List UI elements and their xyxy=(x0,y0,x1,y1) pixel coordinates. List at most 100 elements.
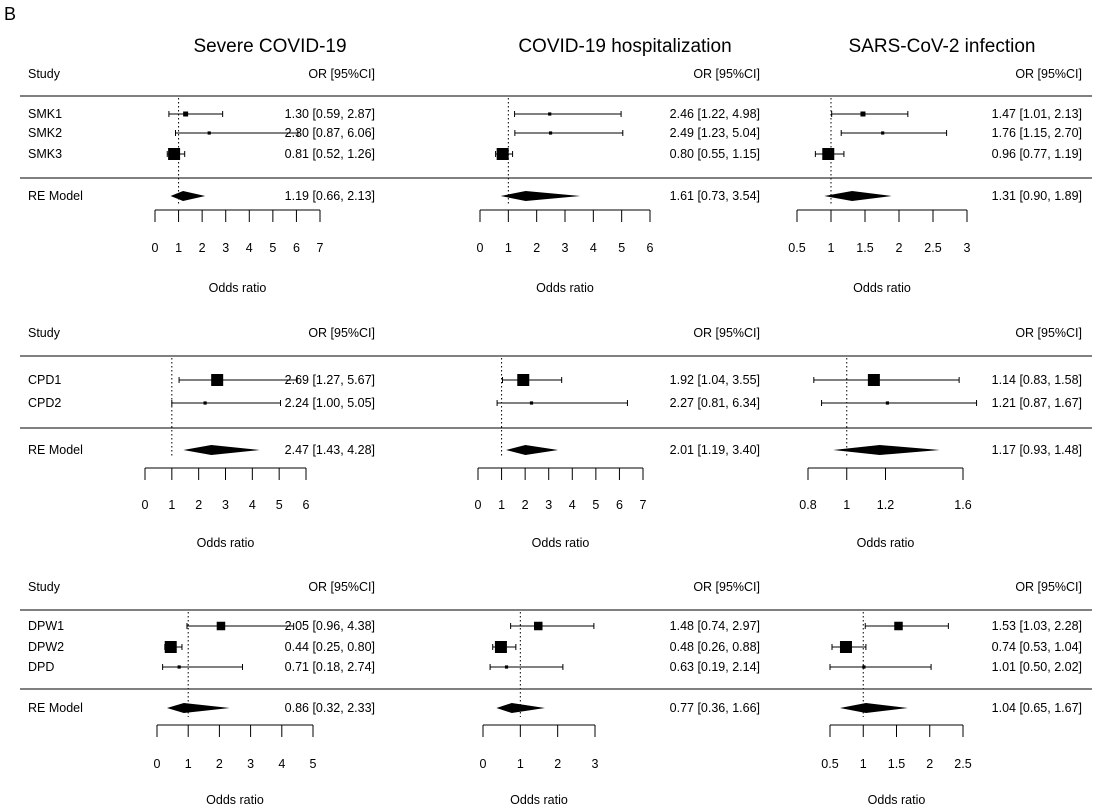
pooled-diamond xyxy=(824,191,892,201)
study-point xyxy=(216,621,226,631)
pooled-diamond xyxy=(506,445,559,455)
study-ci-text: 1.76 [1.15, 2.70] xyxy=(992,126,1082,140)
x-tick-label: 1 xyxy=(505,241,512,255)
x-axis-label: Odds ratio xyxy=(532,536,590,550)
study-point xyxy=(548,112,552,116)
pooled-label: RE Model xyxy=(28,443,83,457)
header-or-ci: OR [95%CI] xyxy=(1015,326,1082,340)
header-or-ci: OR [95%CI] xyxy=(693,67,760,81)
x-tick-label: 3 xyxy=(222,241,229,255)
x-tick-label: 1 xyxy=(828,241,835,255)
pooled-label: RE Model xyxy=(28,189,83,203)
study-ci-text: 0.81 [0.52, 1.26] xyxy=(285,147,375,161)
study-ci-text: 1.21 [0.87, 1.67] xyxy=(992,396,1082,410)
x-tick-label: 4 xyxy=(590,241,597,255)
forest-panel: Study OR [95%CI] SMK1 1.30 [0.59, 2.87] SMK2… xyxy=(20,67,385,295)
study-label: DPD xyxy=(28,660,54,674)
study-point xyxy=(496,148,509,160)
study-point xyxy=(529,401,534,405)
study-ci-text: 0.80 [0.55, 1.15] xyxy=(670,147,760,161)
x-tick-label: 0 xyxy=(152,241,159,255)
x-tick-label: 2 xyxy=(195,498,202,512)
header-or-ci: OR [95%CI] xyxy=(693,326,760,340)
x-tick-label: 5 xyxy=(618,241,625,255)
study-ci-text: 2.30 [0.87, 6.06] xyxy=(285,126,375,140)
pooled-ci-text: 1.04 [0.65, 1.67] xyxy=(992,701,1082,715)
header-or-ci: OR [95%CI] xyxy=(308,67,375,81)
header-or-ci: OR [95%CI] xyxy=(1015,580,1082,594)
study-ci-text: 1.48 [0.74, 2.97] xyxy=(670,619,760,633)
study-point xyxy=(494,641,507,653)
x-axis-label: Odds ratio xyxy=(197,536,255,550)
forest-panel: Study OR [95%CI] DPW1 2.05 [0.96, 4.38] DPW2… xyxy=(20,580,385,807)
x-axis-label: Odds ratio xyxy=(510,793,568,807)
pooled-diamond xyxy=(839,703,908,713)
study-ci-text: 2.05 [0.96, 4.38] xyxy=(285,619,375,633)
study-ci-text: 1.14 [0.83, 1.58] xyxy=(992,373,1082,387)
x-tick-label: 1.2 xyxy=(877,498,894,512)
study-ci-text: 0.48 [0.26, 0.88] xyxy=(670,640,760,654)
study-label: CPD1 xyxy=(28,373,61,387)
header-or-ci: OR [95%CI] xyxy=(1015,67,1082,81)
study-ci-text: 0.96 [0.77, 1.19] xyxy=(992,147,1082,161)
x-axis-label: Odds ratio xyxy=(206,793,264,807)
header-or-ci: OR [95%CI] xyxy=(308,580,375,594)
x-tick-label: 1.5 xyxy=(888,757,905,771)
x-tick-label: 1 xyxy=(860,757,867,771)
x-tick-label: 0 xyxy=(480,757,487,771)
study-ci-text: 0.63 [0.19, 2.14] xyxy=(670,660,760,674)
x-tick-label: 0 xyxy=(475,498,482,512)
column-title-severe: Severe COVID-19 xyxy=(193,36,346,57)
study-label: DPW2 xyxy=(28,640,64,654)
panel-label: B xyxy=(4,4,16,24)
study-ci-text: 2.46 [1.22, 4.98] xyxy=(670,107,760,121)
study-point xyxy=(860,111,866,117)
pooled-ci-text: 2.01 [1.19, 3.40] xyxy=(670,443,760,457)
x-tick-label: 1 xyxy=(498,498,505,512)
header-or-ci: OR [95%CI] xyxy=(693,580,760,594)
pooled-diamond xyxy=(833,445,940,455)
x-tick-label: 2.5 xyxy=(954,757,971,771)
study-ci-text: 2.49 [1.23, 5.04] xyxy=(670,126,760,140)
forest-panel: OR [95%CI] 1.47 [1.01, 2.13] 1.76 [1.15, 2… xyxy=(770,67,1092,295)
x-tick-label: 5 xyxy=(310,757,317,771)
x-tick-label: 1 xyxy=(168,498,175,512)
column-title-hospitalization: COVID-19 hospitalization xyxy=(518,36,731,57)
pooled-ci-text: 1.19 [0.66, 2.13] xyxy=(285,189,375,203)
x-tick-label: 6 xyxy=(303,498,310,512)
study-point xyxy=(839,641,852,653)
study-point xyxy=(517,374,530,386)
header-or-ci: OR [95%CI] xyxy=(308,326,375,340)
pooled-ci-text: 0.77 [0.36, 1.66] xyxy=(670,701,760,715)
x-tick-label: 5 xyxy=(592,498,599,512)
x-tick-label: 5 xyxy=(276,498,283,512)
pooled-ci-text: 1.17 [0.93, 1.48] xyxy=(992,443,1082,457)
study-point xyxy=(177,665,181,669)
x-tick-label: 3 xyxy=(964,241,971,255)
x-tick-label: 4 xyxy=(246,241,253,255)
x-tick-label: 0.5 xyxy=(821,757,838,771)
x-tick-label: 5 xyxy=(269,241,276,255)
x-tick-label: 2 xyxy=(926,757,933,771)
forest-panels: Study OR [95%CI] SMK1 1.30 [0.59, 2.87] SMK2… xyxy=(20,67,1092,807)
forest-panel: OR [95%CI] 1.14 [0.83, 1.58] 1.21 [0.87, 1… xyxy=(770,326,1092,550)
study-point xyxy=(885,401,890,405)
x-tick-label: 2 xyxy=(896,241,903,255)
study-ci-text: 2.27 [0.81, 6.34] xyxy=(670,396,760,410)
x-tick-label: 1.6 xyxy=(954,498,971,512)
study-ci-text: 0.74 [0.53, 1.04] xyxy=(992,640,1082,654)
header-study: Study xyxy=(28,580,61,594)
x-tick-label: 3 xyxy=(562,241,569,255)
study-ci-text: 1.53 [1.03, 2.28] xyxy=(992,619,1082,633)
x-tick-label: 3 xyxy=(592,757,599,771)
forest-panel: OR [95%CI] 2.46 [1.22, 4.98] 2.49 [1.23, 5… xyxy=(385,67,770,295)
x-tick-label: 1 xyxy=(185,757,192,771)
pooled-ci-text: 1.61 [0.73, 3.54] xyxy=(670,189,760,203)
x-tick-label: 1 xyxy=(175,241,182,255)
forest-panel: Study OR [95%CI] CPD1 2.69 [1.27, 5.67] CPD2… xyxy=(20,326,385,550)
x-tick-label: 2 xyxy=(522,498,529,512)
x-axis-label: Odds ratio xyxy=(868,793,926,807)
pooled-diamond xyxy=(170,191,206,201)
study-ci-text: 1.01 [0.50, 2.02] xyxy=(992,660,1082,674)
x-tick-label: 4 xyxy=(278,757,285,771)
